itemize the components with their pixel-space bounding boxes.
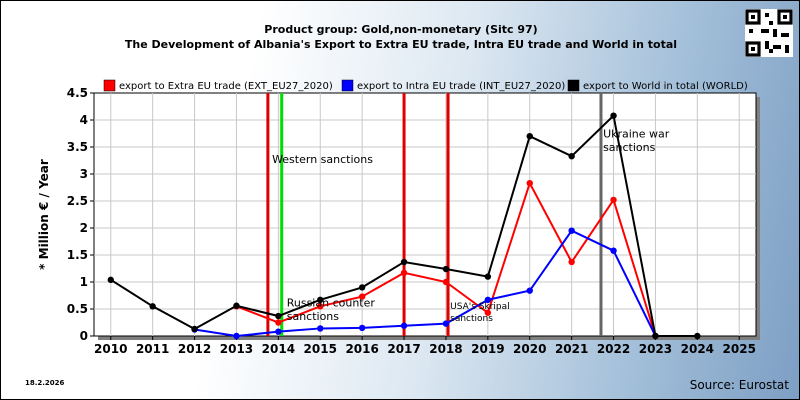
legend-label: export to World in total (WORLD): [583, 81, 748, 92]
footer-source: Source: Eurostat: [689, 378, 789, 392]
y-tick-label: 4.5: [67, 86, 88, 100]
data-point: [568, 258, 575, 266]
data-point: [275, 319, 282, 326]
annotation-label: Western sanctions: [272, 153, 373, 166]
x-tick-label: 2024: [681, 342, 714, 356]
data-point: [317, 325, 324, 332]
data-point: [442, 278, 450, 286]
data-point: [317, 296, 324, 304]
data-point: [694, 332, 701, 340]
data-point: [610, 112, 617, 119]
data-point: [484, 273, 492, 280]
data-point: [652, 332, 659, 340]
annotation-label: Russian counter: [287, 296, 376, 309]
series-line: [194, 229, 657, 338]
y-tick-label: 0: [80, 329, 88, 343]
x-tick-label: 2021: [555, 342, 588, 356]
data-point: [442, 320, 450, 327]
data-point: [610, 247, 617, 254]
legend-swatch: [567, 79, 580, 92]
data-point: [526, 287, 533, 294]
x-tick-label: 2025: [723, 342, 756, 356]
data-point: [568, 152, 575, 160]
data-point: [358, 324, 366, 332]
x-tick-label: 2012: [178, 342, 211, 356]
chart-title: Product group: Gold,non-monetary (Sitc 9…: [264, 23, 538, 36]
data-point: [317, 303, 324, 310]
x-tick-label: 2023: [639, 342, 672, 356]
data-point: [191, 325, 198, 333]
annotation-label: sanctions: [450, 314, 493, 324]
data-point: [233, 332, 240, 340]
legend-label: export to Extra EU trade (EXT_EU27_2020): [119, 81, 333, 92]
legend-swatch: [103, 79, 116, 92]
x-tick-label: 2017: [387, 342, 420, 356]
y-tick-label: 1: [80, 275, 88, 289]
data-point: [400, 322, 408, 329]
data-point: [275, 312, 282, 320]
annotation-label: USA's Skripal: [450, 302, 510, 312]
x-tick-label: 2022: [597, 342, 630, 356]
data-point: [484, 296, 492, 304]
data-point: [107, 276, 114, 284]
y-axis-label: * Million € / Year: [37, 159, 51, 270]
x-tick-label: 2010: [94, 342, 127, 356]
data-point: [400, 258, 408, 266]
data-point: [526, 179, 533, 187]
annotation-label: sanctions: [287, 310, 340, 323]
y-tick-label: 2: [80, 221, 88, 235]
annotation-label: sanctions: [603, 141, 656, 154]
x-tick-label: 2019: [471, 342, 504, 356]
footer-date: 18.2.2026: [25, 379, 65, 387]
x-tick-label: 2013: [220, 342, 253, 356]
chart-subtitle: The Development of Albania's Export to E…: [124, 38, 678, 51]
data-point: [275, 328, 282, 335]
plot-area: [93, 92, 757, 337]
x-tick-label: 2020: [513, 342, 546, 356]
data-point: [358, 293, 366, 300]
x-tick-label: 2018: [429, 342, 462, 356]
data-point: [400, 269, 408, 277]
y-tick-label: 0.5: [67, 302, 88, 316]
data-point: [526, 133, 533, 140]
y-tick-label: 1.5: [67, 248, 88, 262]
data-point: [442, 265, 450, 273]
x-tick-label: 2014: [262, 342, 295, 356]
y-tick-label: 3.5: [67, 140, 88, 154]
data-point: [358, 284, 366, 291]
data-point: [233, 302, 240, 309]
y-tick-label: 2.5: [67, 194, 88, 208]
legend-swatch: [341, 79, 354, 92]
data-point: [484, 309, 492, 316]
y-tick-label: 4: [80, 113, 88, 127]
data-point: [610, 196, 617, 204]
qr-code-icon: [745, 9, 793, 57]
y-tick-label: 3: [80, 167, 88, 181]
x-tick-label: 2016: [345, 342, 378, 356]
legend-label: export to Intra EU trade (INT_EU27_2020): [357, 81, 565, 92]
data-point: [149, 303, 156, 310]
x-tick-label: 2011: [136, 342, 169, 356]
x-tick-label: 2015: [304, 342, 337, 356]
annotation-label: Ukraine war: [603, 127, 670, 140]
data-point: [568, 227, 575, 234]
